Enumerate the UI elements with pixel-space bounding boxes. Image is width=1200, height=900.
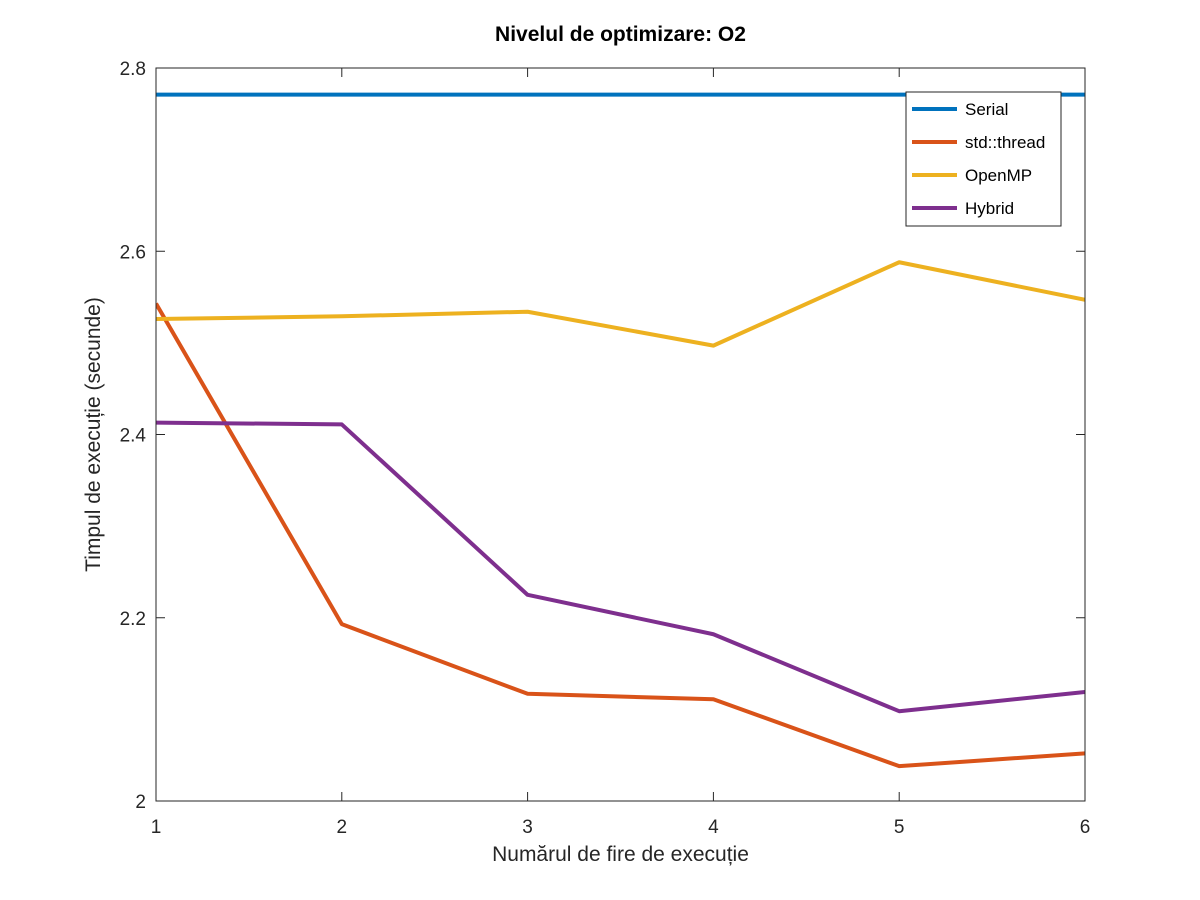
legend-label-hybrid: Hybrid [965, 199, 1014, 218]
x-tick-label: 2 [337, 817, 348, 838]
legend-label-std-thread: std::thread [965, 133, 1045, 152]
x-tick-label: 5 [894, 817, 905, 838]
series-line-std-thread [156, 302, 1085, 769]
legend-label-serial: Serial [965, 100, 1008, 119]
legend-label-openmp: OpenMP [965, 166, 1032, 185]
x-tick-label: 3 [522, 817, 533, 838]
series-line-hybrid [156, 420, 1085, 714]
x-tick-label: 1 [151, 817, 162, 838]
y-tick-label: 2.6 [120, 242, 146, 263]
x-axis-label: Numărul de fire de execuție [492, 843, 749, 866]
series-line-openmp [156, 260, 1085, 348]
legend-box [905, 91, 1062, 227]
axes-layer: 1 2 3 4 5 622.22.42.62.8 [120, 59, 1091, 838]
x-tick-label: 6 [1080, 817, 1091, 838]
x-tick-label: 4 [708, 817, 719, 838]
chart-title: Nivelul de optimizare: O2 [495, 23, 746, 46]
y-axis-label: Timpul de execuție (secunde) [82, 297, 105, 572]
y-tick-label: 2.2 [120, 609, 146, 630]
y-tick-label: 2 [135, 792, 146, 813]
y-tick-label: 2.4 [120, 426, 147, 447]
y-tick-label: 2.8 [120, 59, 146, 80]
